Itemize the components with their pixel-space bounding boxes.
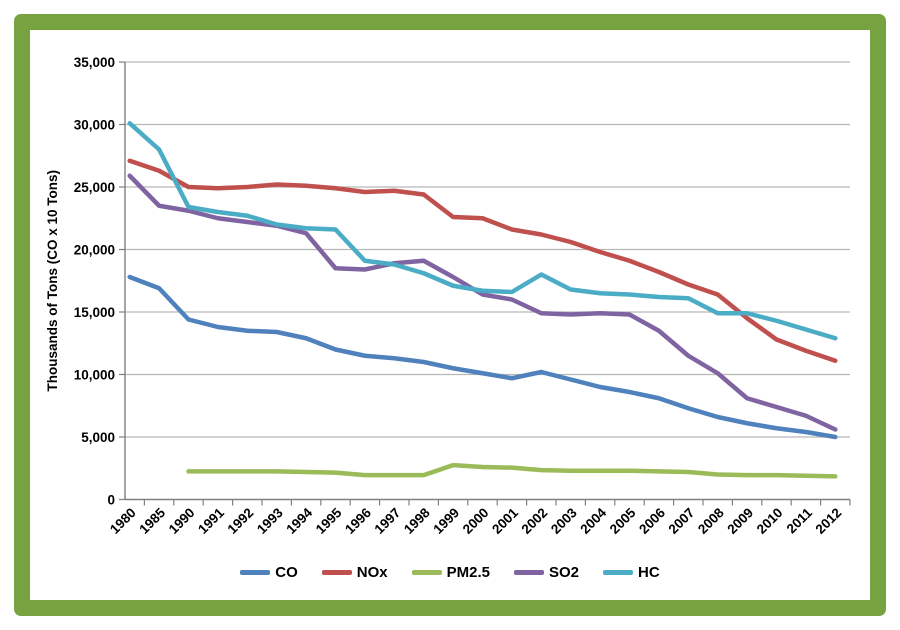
x-tick-label: 1993 [254, 505, 286, 537]
x-tick-label: 2010 [754, 505, 786, 537]
legend-item-PM2.5: PM2.5 [411, 564, 490, 581]
emissions-line-chart: 0 5,000 10,000 15,000 20,000 25,000 30,000 35,0… [30, 30, 870, 600]
y-tick-label: 30,000 [74, 118, 115, 133]
series-line-HC [127, 121, 838, 341]
legend-label: NOx [356, 564, 388, 581]
x-tick-label: 2002 [519, 505, 551, 537]
x-tick-label: 2008 [695, 505, 727, 537]
x-tick-label: 1992 [225, 505, 257, 537]
legend-item-CO: CO [240, 564, 298, 581]
x-tick-label: 1985 [136, 505, 168, 537]
y-tick-label: 15,000 [74, 305, 115, 320]
y-tick-label: 0 [107, 493, 115, 508]
x-tick-label: 2001 [489, 505, 521, 537]
x-tick-label: 1996 [342, 505, 374, 537]
series-line-SO2 [127, 173, 838, 432]
legend-line-swatch [603, 570, 634, 575]
x-tick-label: 2011 [784, 505, 816, 537]
legend-line-swatch [411, 570, 442, 575]
x-tick-label: 2006 [636, 505, 668, 537]
legend-line-swatch [321, 570, 352, 575]
y-tick-label: 20,000 [74, 243, 115, 258]
x-tick-label: 2004 [577, 505, 609, 537]
y-tick-label: 5,000 [81, 430, 115, 445]
x-tick-label: 1994 [283, 505, 315, 537]
legend-label: CO [275, 564, 298, 581]
y-tick-label: 10,000 [74, 368, 115, 383]
legend-line-swatch [240, 570, 271, 575]
x-tick-label: 1999 [430, 505, 462, 537]
x-tick-label: 2012 [813, 505, 845, 537]
series-line-PM2.5 [186, 462, 838, 479]
x-tick-label: 1997 [372, 505, 404, 537]
legend-item-SO2: SO2 [514, 564, 579, 581]
x-tick-label: 2009 [724, 505, 756, 537]
chart-legend: CO NOx PM2.5 SO2 HC [30, 564, 870, 581]
series-line-CO [127, 274, 838, 440]
y-tick-label: 25,000 [74, 180, 115, 195]
x-tick-label: 1991 [195, 505, 227, 537]
legend-label: SO2 [549, 564, 580, 581]
series-line-NOx [127, 158, 838, 363]
legend-item-HC: HC [603, 564, 660, 581]
x-tick-label: 1995 [313, 505, 345, 537]
x-tick-label: 2005 [607, 505, 639, 537]
x-tick-label: 2000 [460, 505, 492, 537]
plot-svg: 0 5,000 10,000 15,000 20,000 25,000 30,000 35,0… [45, 55, 851, 537]
legend-item-NOx: NOx [321, 564, 388, 581]
y-axis-title: Thousands of Tons (CO x 10 Tons) [45, 170, 60, 392]
x-tick-label: 1980 [107, 505, 139, 537]
legend-label: PM2.5 [446, 564, 490, 581]
legend-line-swatch [514, 570, 544, 575]
x-tick-label: 2003 [548, 505, 580, 537]
chart-border-frame: 0 5,000 10,000 15,000 20,000 25,000 30,000 35,0… [14, 14, 886, 616]
y-tick-label: 35,000 [74, 55, 115, 70]
x-tick-label: 1998 [401, 505, 433, 537]
legend-label: HC [638, 564, 660, 581]
x-tick-label: 1990 [166, 505, 198, 537]
x-tick-label: 2007 [666, 505, 698, 537]
